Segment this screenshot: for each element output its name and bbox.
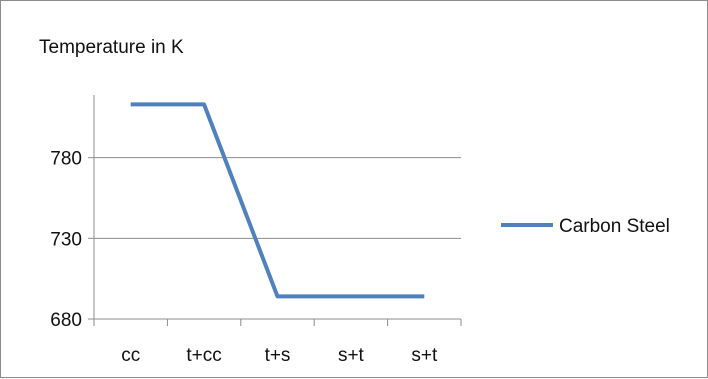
- x-tick-label: s+t: [411, 345, 438, 366]
- series-lines: [131, 104, 425, 296]
- legend-label: Carbon Steel: [559, 216, 670, 237]
- x-tick-label: cc: [121, 345, 140, 366]
- y-tick-label: 680: [50, 310, 82, 331]
- tick-labels: 680 730 780 cc t+cc t+s s+t s+t: [50, 149, 438, 366]
- x-tick-label: t+cc: [186, 345, 221, 366]
- x-tick-label: s+t: [338, 345, 365, 366]
- series-line-0: [131, 104, 425, 296]
- gridlines: [94, 158, 461, 239]
- y-tick-label: 780: [50, 149, 82, 170]
- y-tick-label: 730: [50, 229, 82, 250]
- x-tick-label: t+s: [265, 345, 291, 366]
- legend: Carbon Steel: [501, 216, 670, 237]
